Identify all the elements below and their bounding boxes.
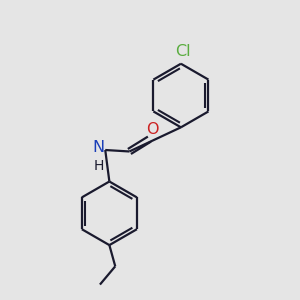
Text: O: O — [146, 122, 159, 137]
Text: H: H — [93, 159, 104, 173]
Text: N: N — [92, 140, 104, 155]
Text: Cl: Cl — [176, 44, 191, 59]
